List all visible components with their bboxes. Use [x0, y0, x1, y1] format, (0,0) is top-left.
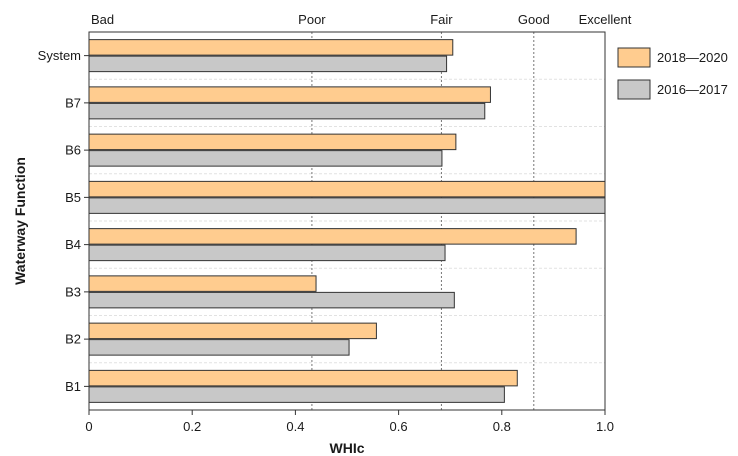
- bar: [88, 150, 443, 167]
- x-tick-label: 1.0: [596, 419, 614, 434]
- legend-label: 2018—2020: [657, 50, 728, 65]
- rating-labels: Bad Poor Fair Good Excellent: [91, 12, 632, 27]
- y-category-label: B3: [65, 284, 81, 299]
- bar: [88, 39, 454, 56]
- bar: [88, 275, 317, 292]
- x-tick-label: 0.8: [493, 419, 511, 434]
- x-tick-label: 0.4: [286, 419, 304, 434]
- x-axis-title: WHIc: [330, 440, 365, 456]
- y-axis-category-labels: System B7 B6 B5 B4 B3 B2 B1: [38, 48, 89, 394]
- rating-label: Fair: [430, 12, 453, 27]
- bar: [88, 291, 455, 309]
- legend-swatch: [617, 47, 651, 68]
- y-axis-title: Waterway Function: [12, 157, 28, 285]
- legend-label: 2016—2017: [657, 82, 728, 97]
- bar: [88, 244, 446, 262]
- bar-layer: [88, 39, 606, 403]
- rating-label: Bad: [91, 12, 114, 27]
- y-category-label: B7: [65, 95, 81, 110]
- y-category-label: B2: [65, 332, 81, 347]
- bar: [88, 369, 518, 387]
- grid-layer: [89, 78, 605, 364]
- y-category-label: B4: [65, 237, 81, 252]
- bar: [88, 86, 491, 103]
- y-category-label: System: [38, 48, 81, 63]
- rating-label: Excellent: [579, 12, 632, 27]
- bar: [88, 339, 350, 356]
- rating-label: Poor: [298, 12, 326, 27]
- bar: [88, 102, 486, 120]
- bar: [88, 55, 448, 73]
- bar: [88, 133, 457, 151]
- legend-swatch: [617, 79, 651, 100]
- y-category-label: B6: [65, 143, 81, 158]
- bar: [88, 180, 606, 198]
- bar: [88, 386, 505, 403]
- rating-label: Good: [518, 12, 550, 27]
- bar: [88, 322, 377, 340]
- y-category-label: B5: [65, 190, 81, 205]
- legend: 2018—2020 2016—2017: [617, 47, 728, 100]
- x-axis-ticks: 0 0.2 0.4 0.6 0.8 1.0: [85, 410, 614, 434]
- x-tick-label: 0.6: [390, 419, 408, 434]
- x-tick-label: 0: [85, 419, 92, 434]
- x-tick-label: 0.2: [183, 419, 201, 434]
- y-category-label: B1: [65, 379, 81, 394]
- rating-threshold-layer: [311, 32, 535, 410]
- bar: [88, 197, 606, 214]
- bar: [88, 228, 577, 245]
- plot-area-frame: [88, 31, 606, 411]
